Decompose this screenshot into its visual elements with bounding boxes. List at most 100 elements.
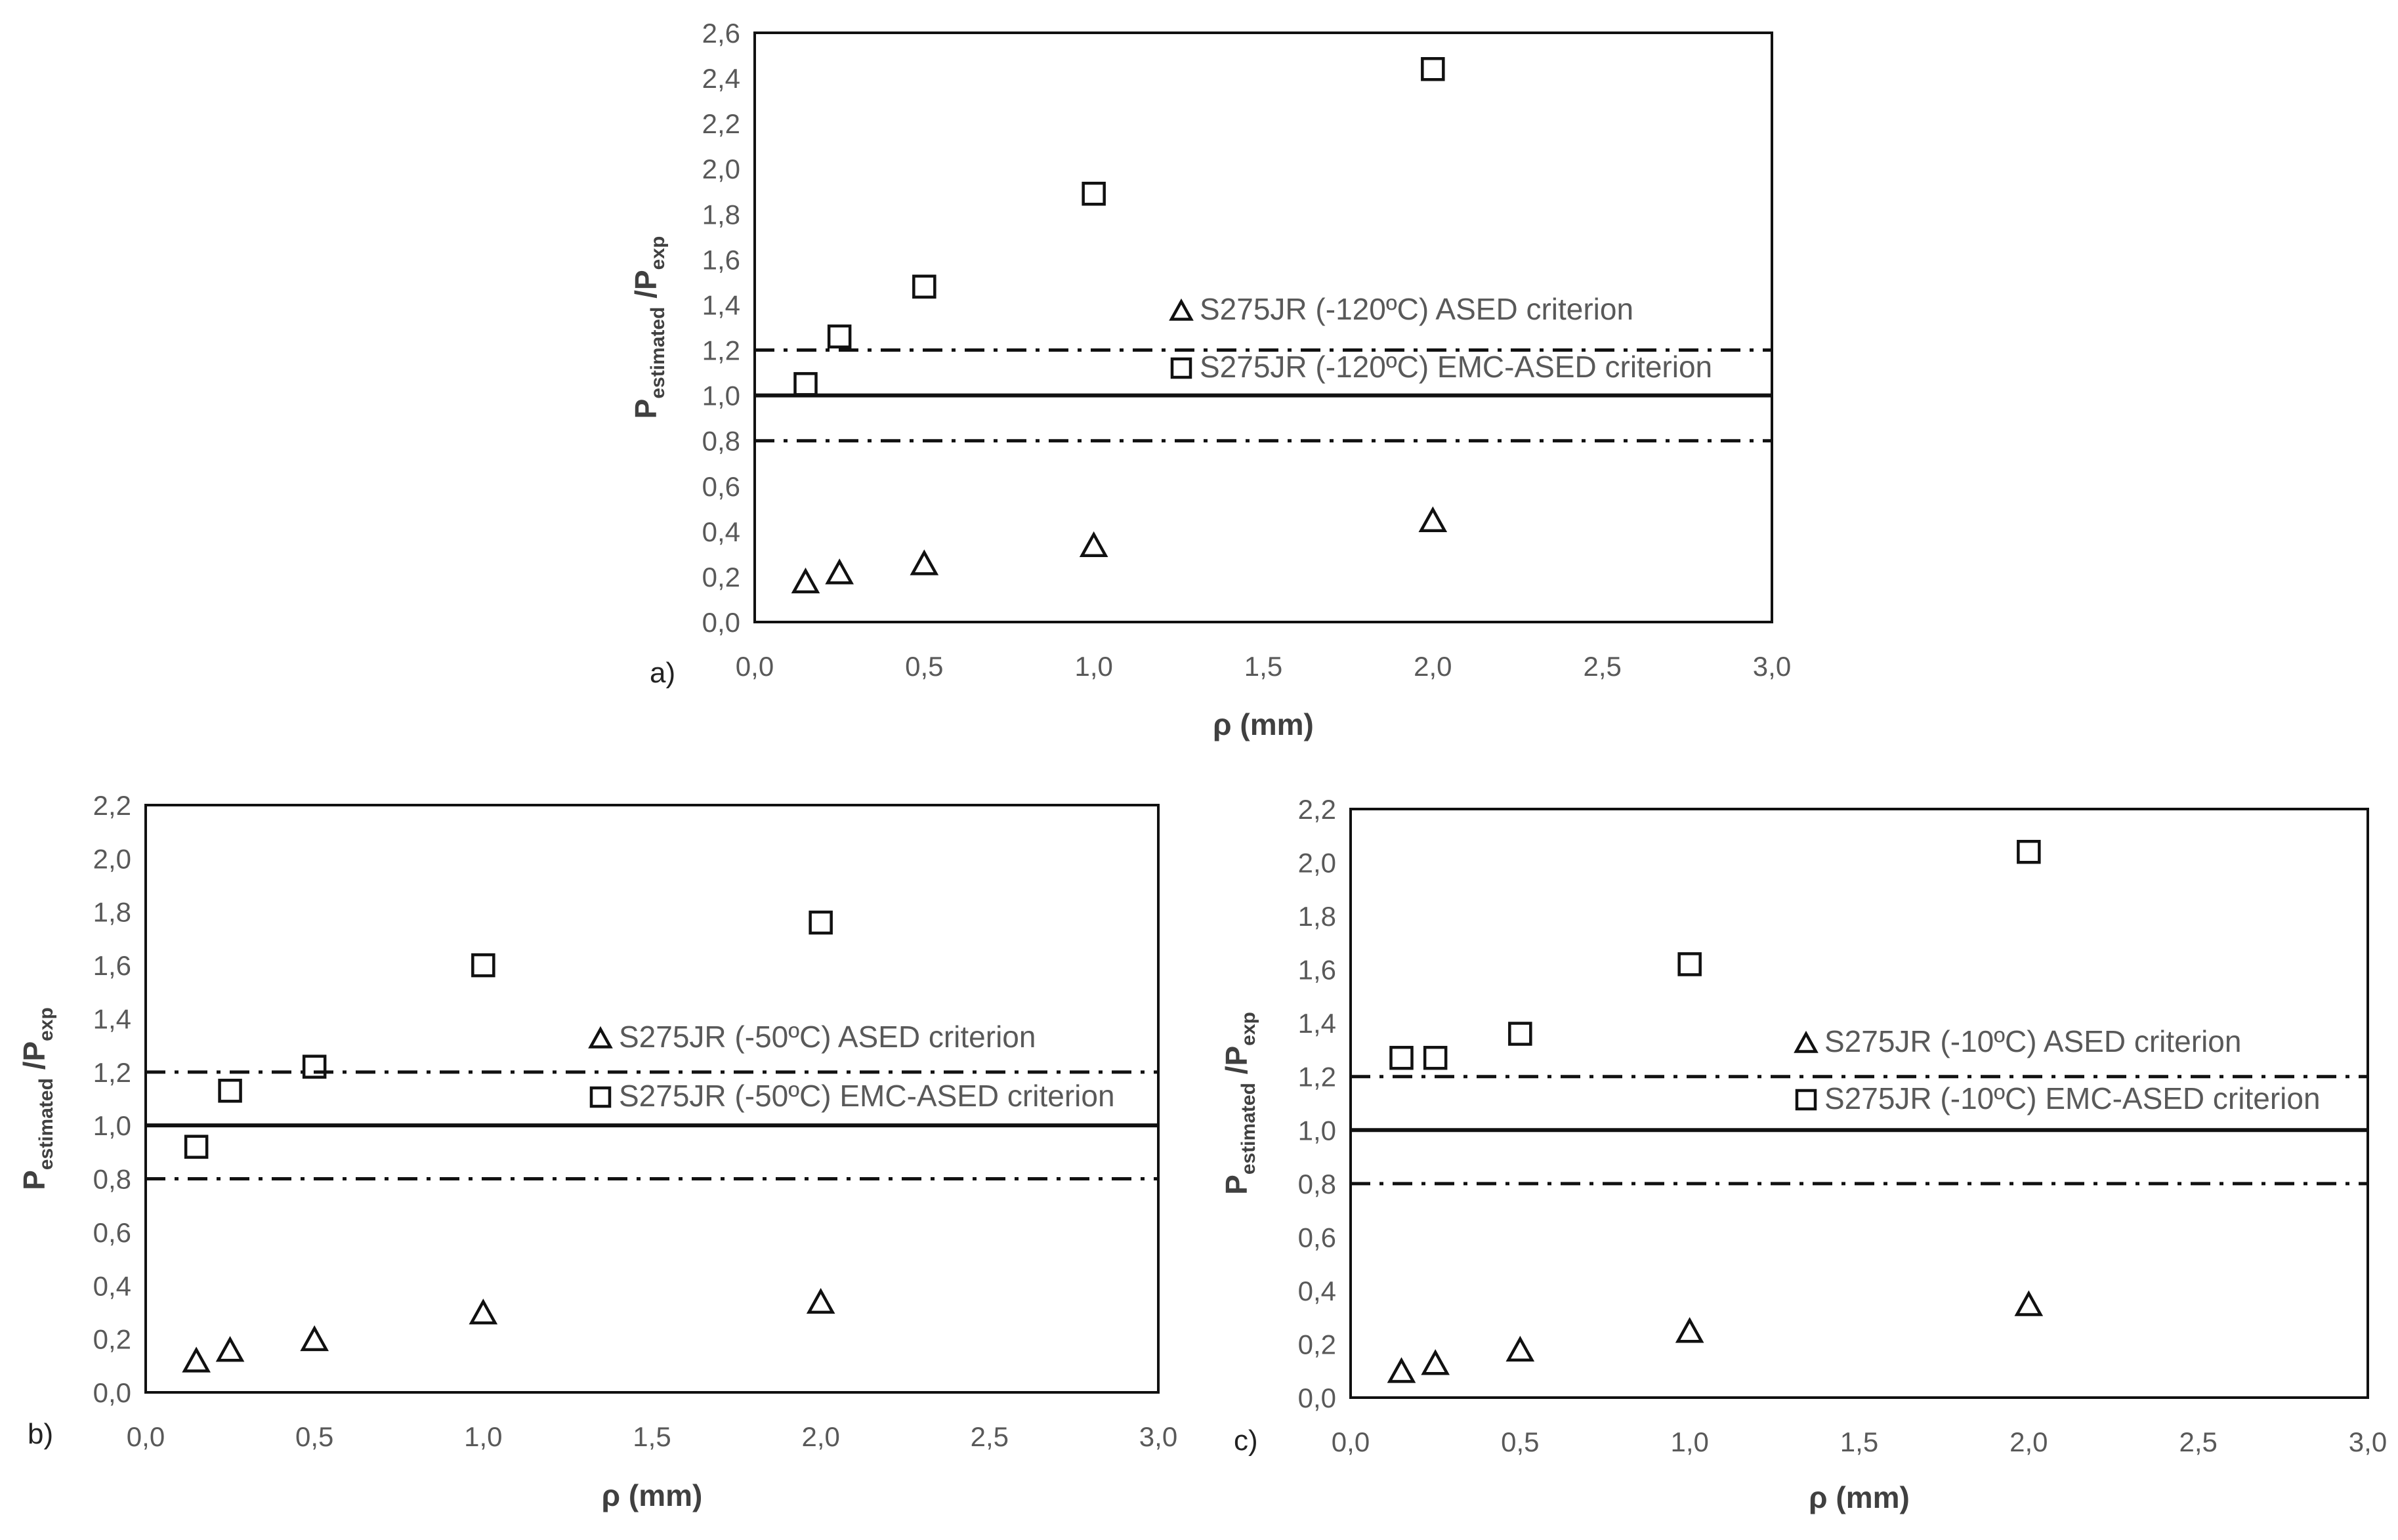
chart-2-y-tick-label: 1,6 [93,950,131,981]
chart-2-legend-triangle-icon [588,1026,613,1049]
chart-1-square-point [1082,181,1106,206]
chart-2-square-point [302,1054,327,1079]
chart-1-legend-entry: S275JR (-120ºC) ASED criterion [1200,292,1633,326]
chart-2-square-point [184,1134,209,1159]
chart-2-y-tick-label: 0,4 [93,1270,131,1301]
chart-2-x-tick-label: 0,0 [127,1421,165,1452]
chart-3-triangle-point [1387,1357,1416,1383]
chart-2-x-axis-label: ρ (mm) [602,1478,703,1512]
chart-2-y-tick-label: 0,8 [93,1164,131,1195]
chart-3-x-tick-label: 0,0 [1332,1426,1370,1457]
chart-1-square-point [827,324,852,349]
chart-2-y-tick-label: 1,0 [93,1110,131,1141]
chart-2-square-point [471,953,495,978]
chart-2-y-tick-label: 2,0 [93,843,131,874]
chart-1-x-tick-label: 0,5 [905,651,943,682]
chart-1-triangle-point [825,558,854,585]
chart-3-y-tick-label: 1,4 [1298,1008,1336,1039]
chart-1-panel-label: a) [650,657,675,689]
chart-2-y-tick-label: 2,2 [93,790,131,821]
chart-1-legend-entry: S275JR (-120ºC) EMC-ASED criterion [1200,350,1712,384]
chart-1-y-axis-label: Pestimated /Pexp [629,236,669,419]
chart-3-panel-label: c) [1234,1425,1258,1457]
chart-1-triangle-point [1079,531,1108,558]
chart-1-y-tick-label: 0,2 [702,562,740,593]
chart-3-x-tick-label: 1,0 [1670,1426,1708,1457]
chart-2-y-axis-label: Pestimated /Pexp [17,1007,57,1190]
chart-3-square-point [2017,839,2041,864]
chart-2-x-tick-label: 3,0 [1139,1421,1177,1452]
chart-2-y-tick-label: 0,6 [93,1217,131,1248]
chart-2-y-tick-label: 1,2 [93,1057,131,1088]
chart-1-y-tick-label: 2,6 [702,18,740,49]
chart-1-y-tick-label: 1,6 [702,244,740,275]
chart-1-y-tick-label: 0,6 [702,471,740,502]
chart-3-triangle-point [1505,1335,1535,1362]
chart-1-x-axis-label: ρ (mm) [1213,707,1314,741]
chart-3-legend-entry: S275JR (-10ºC) EMC-ASED criterion [1824,1081,2321,1115]
chart-3-y-tick-label: 1,2 [1298,1062,1336,1093]
chart-2-x-tick-label: 0,5 [295,1421,333,1452]
chart-2-legend-entry: S275JR (-50ºC) ASED criterion [619,1020,1036,1054]
chart-2-legend-square-icon [589,1086,612,1108]
chart-2-y-tick-label: 0,2 [93,1324,131,1355]
chart-3-x-tick-label: 2,0 [2009,1426,2048,1457]
chart-1-square-point [1421,57,1445,81]
chart-1-x-tick-label: 1,0 [1074,651,1112,682]
chart-1-x-tick-label: 1,5 [1244,651,1282,682]
chart-1-y-tick-label: 1,0 [702,381,740,411]
chart-1-y-tick-label: 2,0 [702,154,740,184]
chart-3-triangle-point [1421,1349,1450,1375]
chart-3-legend-entry: S275JR (-10ºC) ASED criterion [1824,1024,2241,1058]
chart-2-plot-frame [144,804,1160,1394]
chart-3-triangle-point [1675,1317,1704,1343]
chart-2-y-tick-label: 1,8 [93,897,131,928]
chart-3-x-tick-label: 2,5 [2179,1426,2217,1457]
chart-2-legend-entry: S275JR (-50ºC) EMC-ASED criterion [619,1079,1115,1113]
chart-2-square-point [809,910,833,935]
chart-3-legend-square-icon [1795,1089,1817,1111]
chart-1-legend-square-icon [1170,357,1192,379]
chart-3-y-tick-label: 0,8 [1298,1169,1336,1199]
chart-1-y-tick-label: 1,8 [702,199,740,230]
chart-1-x-tick-label: 2,5 [1583,651,1621,682]
chart-1-square-point [793,372,818,396]
chart-2-triangle-point [300,1325,329,1352]
chart-1-y-tick-label: 2,2 [702,108,740,139]
chart-2-triangle-point [806,1287,835,1314]
chart-1-y-tick-label: 2,4 [702,63,740,94]
chart-3-y-tick-label: 0,6 [1298,1222,1336,1253]
chart-2-square-point [218,1079,242,1103]
chart-1-y-tick-label: 0,0 [702,607,740,638]
chart-3-y-tick-label: 1,0 [1298,1115,1336,1146]
chart-3-square-point [1389,1045,1414,1070]
chart-1-y-tick-label: 1,4 [702,289,740,320]
chart-2-triangle-point [469,1299,498,1325]
chart-1-y-tick-label: 0,8 [702,426,740,457]
chart-1-square-point [912,274,936,299]
chart-3-x-tick-label: 0,5 [1501,1426,1539,1457]
chart-1-y-tick-label: 1,2 [702,335,740,366]
chart-1-triangle-point [791,567,820,594]
chart-3-plot-frame [1349,808,2369,1399]
chart-2-x-tick-label: 2,0 [801,1421,839,1452]
chart-1-x-tick-label: 3,0 [1753,651,1791,682]
chart-3-x-tick-label: 1,5 [1840,1426,1878,1457]
chart-3-y-tick-label: 1,8 [1298,901,1336,932]
chart-1-triangle-point [910,549,939,575]
chart-2-y-tick-label: 0,0 [93,1377,131,1408]
chart-3-y-tick-label: 1,6 [1298,955,1336,986]
chart-2-x-tick-label: 2,5 [971,1421,1009,1452]
chart-2-x-tick-label: 1,0 [464,1421,502,1452]
chart-3-y-tick-label: 0,0 [1298,1383,1336,1413]
chart-3-x-axis-label: ρ (mm) [1809,1480,1910,1514]
chart-1-x-tick-label: 0,0 [736,651,774,682]
chart-3-triangle-point [2014,1290,2044,1316]
chart-3-y-tick-label: 0,4 [1298,1276,1336,1306]
chart-3-x-tick-label: 3,0 [2349,1426,2387,1457]
chart-2-y-tick-label: 1,4 [93,1003,131,1034]
chart-3-y-tick-label: 0,2 [1298,1329,1336,1360]
chart-3-y-tick-label: 2,2 [1298,794,1336,825]
chart-1-triangle-point [1418,506,1448,533]
